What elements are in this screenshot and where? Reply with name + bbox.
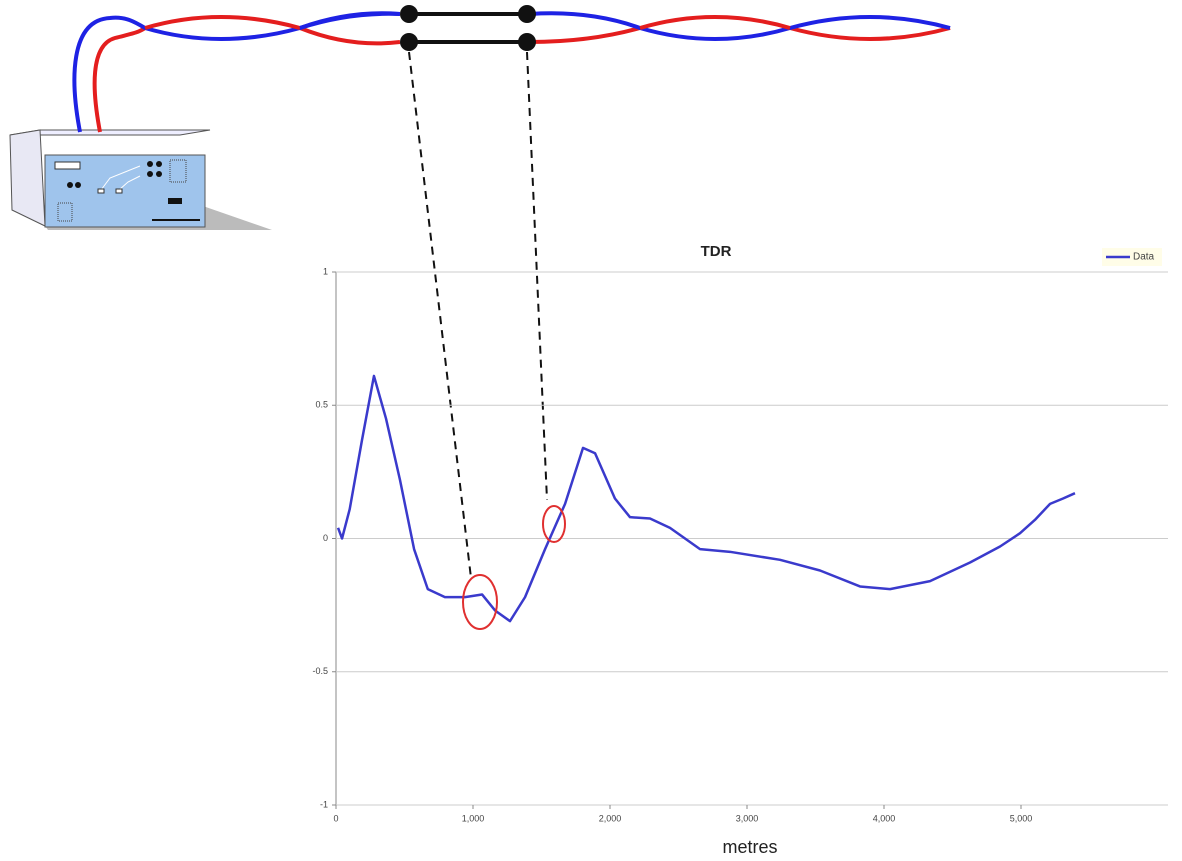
device-side [10, 130, 45, 226]
figure: TDR metres -1 -0.5 0 0.5 1 0 1,000 2,000 3,000 4,… [0, 0, 1182, 861]
x-axis-label: metres [722, 837, 777, 857]
blue-wire-front [300, 14, 400, 28]
pointer-line [409, 52, 471, 578]
x-tick-label: 2,000 [599, 813, 622, 823]
y-tick-label: 1 [323, 266, 328, 276]
legend-label: Data [1133, 252, 1155, 263]
blue-wire [74, 13, 950, 132]
y-tick-label: 0.5 [315, 400, 328, 410]
x-tick-label: 0 [333, 813, 338, 823]
tdr-instrument [10, 130, 272, 230]
pointer-line [527, 52, 547, 500]
plot: -1 -0.5 0 0.5 1 0 1,000 2,000 3,000 4,000 5,000 Dat… [312, 248, 1168, 823]
chart-title: TDR [701, 243, 732, 260]
device-display [55, 162, 80, 169]
y-tick-label: -0.5 [312, 666, 328, 676]
page: {"chart_data": {"type": "line", "title":… [0, 0, 1182, 861]
y-tick-label: 0 [323, 533, 328, 543]
data-line [338, 376, 1075, 621]
red-wire-front [145, 17, 790, 28]
x-tick-label: 3,000 [736, 813, 759, 823]
twisted-pair [74, 13, 950, 132]
x-tick-label: 5,000 [1010, 813, 1033, 823]
y-tick-label: -1 [320, 799, 328, 809]
x-tick-label: 4,000 [873, 813, 896, 823]
fault-section [400, 5, 536, 51]
fault-marker [463, 575, 497, 629]
x-tick-label: 1,000 [462, 813, 485, 823]
fault-marker [543, 506, 565, 542]
